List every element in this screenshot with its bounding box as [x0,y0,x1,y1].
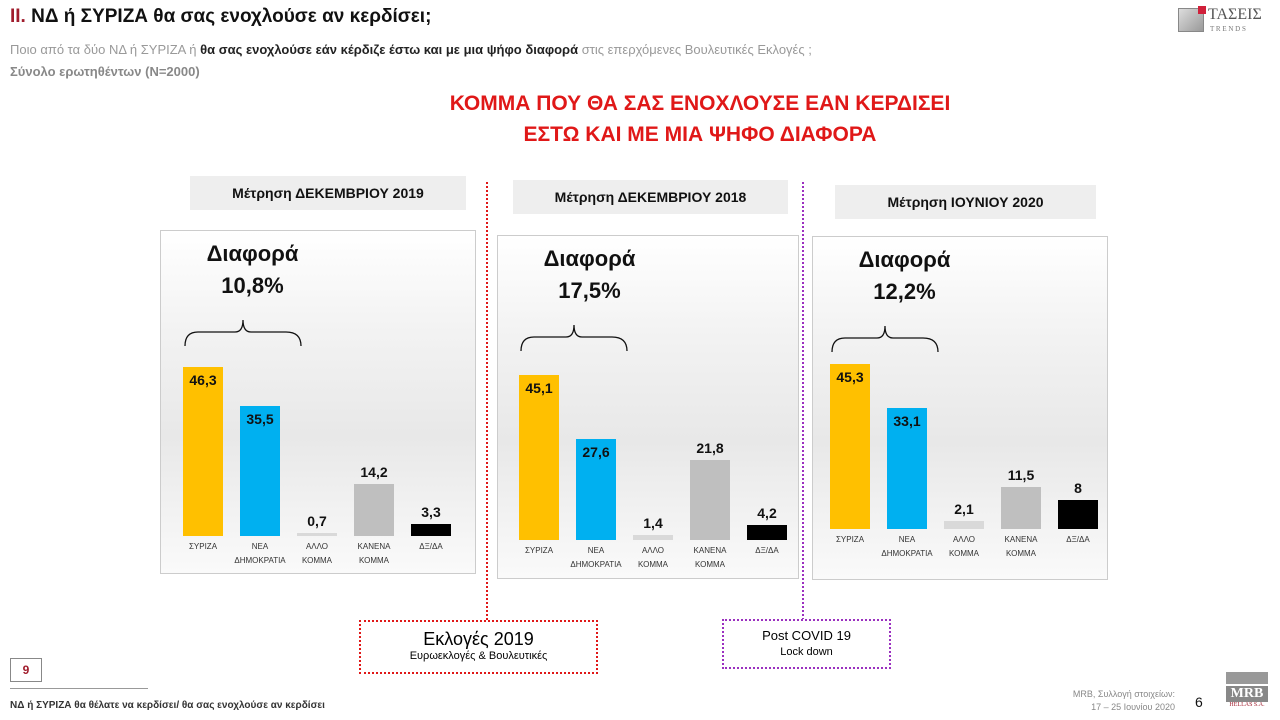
bar-1 [576,439,616,540]
bar-1 [240,406,280,536]
category-label: ΚΑΝΕΝΑ ΚΟΜΜΑ [357,542,391,565]
callout-elections-2019: Εκλογές 2019 Ευρωεκλογές & Βουλευτικές [359,620,598,674]
category-label: ΝΕΑ ΔΗΜΟΚΡΑΤΙΑ [234,542,286,565]
category-label: ΣΥΡΙΖΑ [835,535,865,544]
bar-3 [1001,487,1041,529]
difference-label: Διαφορά 17,5% [543,246,636,303]
value-label: 2,1 [954,501,974,518]
bar-2 [297,533,337,536]
category-label: ΑΛΛΟ ΚΟΜΜΑ [638,546,668,569]
bar-4 [411,523,451,536]
headline: ΚΟΜΜΑ ΠΟΥ ΘΑ ΣΑΣ ΕΝΟΧΛΟΥΣΕ ΕΑΝ ΚΕΡΔΙΣΕΙ Ε… [449,92,951,146]
slide-title: II. ΝΔ ή ΣΥΡΙΖΑ θα σας ενοχλούσε αν κερδ… [10,6,432,27]
value-label: 46,3 [189,372,217,388]
brace-icon [831,325,939,353]
value-label: 27,6 [582,444,610,461]
value-label: 8 [1074,479,1082,496]
value-label: 1,4 [643,514,663,531]
value-label: 35,5 [246,411,274,428]
value-label: 45,3 [836,368,864,385]
page-number: 6 [1195,694,1203,710]
panel-title: Μέτρηση ΔΕΚΕΜΒΡΙΟΥ 2018 [513,180,788,214]
category-label: ΣΥΡΙΖΑ [188,542,218,551]
bar-2 [944,521,984,529]
source-note: MRB, Συλλογή στοιχείων: 17 – 25 Ιουνίου 2… [1072,689,1175,712]
bar-0 [519,375,559,540]
difference-label: Διαφορά 10,8% [206,241,299,298]
question-text: Ποιο από τα δύο ΝΔ ή ΣΥΡΙΖΑ ή θα σας ενο… [10,42,812,57]
value-label: 33,1 [893,413,921,430]
bar-3 [690,460,730,540]
value-label: 4,2 [757,504,777,521]
category-label: ΣΥΡΙΖΑ [524,546,554,555]
bar-3 [354,484,394,536]
tasis-logo: ΤΑΣΕΙΣ T R E N D S [1178,6,1273,36]
bar-0 [183,367,223,536]
value-label: 45,1 [525,380,553,397]
value-label: 0,7 [307,513,327,529]
brace-icon [184,319,302,347]
footer-note: ΝΔ ή ΣΥΡΙΖΑ θα θέλατε να κερδίσει/ θα σα… [10,700,325,711]
callout-covid: Post COVID 19 Lock down [722,619,891,669]
panel-title: Μέτρηση ΔΕΚΕΜΒΡΙΟΥ 2019 [190,176,466,210]
panel-title: Μέτρηση ΙΟΥΝΙΟΥ 2020 [835,185,1096,219]
category-label: ΔΞ/ΔΑ [419,542,443,551]
divider-red [486,182,488,620]
category-label: ΑΛΛΟ ΚΟΜΜΑ [302,542,332,565]
value-label: 3,3 [421,503,441,520]
category-label: ΚΑΝΕΝΑ ΚΟΜΜΑ [693,546,727,569]
bar-0 [830,363,870,529]
category-label: ΚΑΝΕΝΑ ΚΟΜΜΑ [1004,535,1038,558]
category-label: ΝΕΑ ΔΗΜΟΚΡΑΤΙΑ [570,546,622,569]
category-label: ΑΛΛΟ ΚΟΜΜΑ [949,535,979,558]
mrb-logo: MRB HELLAS S.A. [1226,672,1268,708]
category-label: ΔΞ/ΔΑ [755,546,779,555]
bar-2 [633,534,673,540]
sample-base: Σύνολο ερωτηθέντων (N=2000) [10,64,200,79]
brace-icon [520,324,628,352]
category-label: ΝΕΑ ΔΗΜΟΚΡΑΤΙΑ [881,535,933,558]
value-label: 11,5 [1007,467,1035,484]
divider-purple [802,182,804,620]
bar-1 [887,408,927,529]
bar-4 [747,524,787,540]
bar-4 [1058,499,1098,529]
value-label: 14,2 [360,464,388,481]
difference-label: Διαφορά 12,2% [858,247,951,304]
value-label: 21,8 [696,440,724,457]
section-number: 9 [10,658,42,682]
category-label: ΔΞ/ΔΑ [1066,535,1090,544]
footer-divider [10,688,148,689]
